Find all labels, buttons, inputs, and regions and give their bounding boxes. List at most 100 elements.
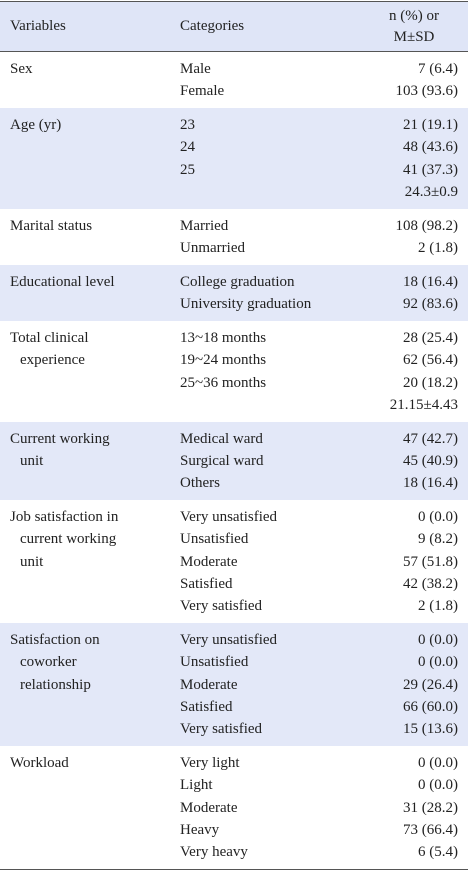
value-cell: 7 (6.4) 103 (93.6) [360,52,468,109]
variable-text: unit [20,553,44,570]
category-cell: Very unsatisfied Unsatisfied Moderate Satis… [170,623,360,747]
category-text: Very satisfied [180,598,263,615]
category-text: Very satisfied [180,721,263,738]
header-cell: n (%) or M±SD [360,1,468,52]
value-text: 31 (28.2) [403,799,458,816]
table-row: Total clinical experience 13~18 months 19~2… [0,321,468,422]
variable-text: unit [20,452,44,469]
category-text: Very unsatisfied [180,632,278,649]
variable-text: Job satisfaction in [10,509,119,526]
value-text: 15 (13.6) [403,721,458,738]
value-text: 0 (0.0) [418,632,458,649]
category-cell: Married Unmarried [170,209,360,265]
variable-cell: Job satisfaction in current working unit [0,500,170,623]
category-cell: Very unsatisfied Unsatisfied Moderate Satis… [170,500,360,623]
value-text: 6 (5.4) [418,844,458,861]
value-text: 103 (93.6) [395,83,459,100]
category-text: Moderate [180,799,238,816]
category-text: Satisfied [180,575,233,592]
category-text: Unsatisfied [180,531,249,548]
variable-text: Age (yr) [10,117,62,134]
value-text: 18 (16.4) [403,273,458,290]
category-text: Unsatisfied [180,654,249,671]
category-text: 13~18 months [180,329,267,346]
category-text: Male [180,61,211,77]
category-text: 19~24 months [180,352,267,369]
header-row: Variables Categories n (%) or M±SD [0,1,468,52]
variable-cell: Educational level [0,264,170,321]
category-text: Heavy [180,821,220,838]
variable-cell: Total clinical experience [0,321,170,422]
category-text: Unmarried [180,240,245,257]
variable-text: Educational level [10,273,115,290]
value-text: 21.15±4.43 [389,396,458,413]
category-text: Medical ward [180,430,263,447]
value-text: 48 (43.6) [403,139,458,156]
value-text: 0 (0.0) [418,509,458,526]
header-line: n (%) or [389,7,439,24]
value-text: 0 (0.0) [418,777,458,794]
value-cell: 0 (0.0) 9 (8.2) 57 (51.8) 42 (38.2) 2 (1.8) [360,500,468,623]
value-text: 47 (42.7) [403,430,458,447]
table-row: Satisfaction on coworker relationship Very … [0,623,468,747]
header-cell: Variables [0,1,170,52]
value-text: 20 (18.2) [403,374,458,391]
table-row: Workload Very light Light Moderate Heavy Very… [0,746,468,871]
header-line: M±SD [393,28,435,45]
table-row: Age (yr) 23 24 25 21 (19.1) 48 (43.6) 41 (37.3… [0,108,468,209]
value-cell: 0 (0.0) 0 (0.0) 31 (28.2) 73 (66.4) 6 (5.4) [360,746,468,871]
category-text: University graduation [180,296,312,313]
category-text: 23 [180,117,195,134]
category-text: Others [180,475,220,492]
variable-cell: Age (yr) [0,108,170,209]
value-text: 9 (8.2) [418,531,458,548]
table-row: Educational level College graduation Unive… [0,264,468,321]
variable-text: Marital status [10,217,93,234]
category-text: Very heavy [180,844,248,861]
category-text: Surgical ward [180,452,264,469]
value-text: 92 (83.6) [403,296,458,313]
value-text: 21 (19.1) [403,117,458,134]
category-cell: Male Female [170,52,360,109]
table-row: Job satisfaction in current working unit Ve… [0,500,468,623]
category-text: Very unsatisfied [180,509,278,526]
value-text: 2 (1.8) [418,598,458,615]
blank-line [180,394,350,416]
category-text: Light [180,777,213,794]
value-text: 24.3±0.9 [404,183,458,200]
variable-text: current working [20,531,117,548]
category-text: 25 [180,161,195,178]
variable-text: Current working [10,430,110,447]
blank-line [180,181,350,203]
category-cell: Medical ward Surgical ward Others [170,421,360,501]
value-text: 28 (25.4) [403,329,458,346]
category-text: 24 [180,139,195,156]
variable-text: relationship [20,676,91,693]
value-text: 45 (40.9) [403,452,458,469]
category-cell: 13~18 months 19~24 months 25~36 months [170,321,360,422]
variable-text: experience [20,352,85,369]
value-text: 62 (56.4) [403,352,458,369]
table-row: Sex Male Female 7 (6.4) 103 (93.6) [0,52,468,109]
value-cell: 18 (16.4) 92 (83.6) [360,264,468,321]
category-text: Married [180,217,229,234]
table-body: Sex Male Female 7 (6.4) 103 (93.6) Age (yr) 23… [0,52,468,871]
value-text: 7 (6.4) [418,61,458,77]
variable-cell: Sex [0,52,170,109]
category-text: Moderate [180,676,238,693]
value-text: 0 (0.0) [418,755,458,772]
category-text: 25~36 months [180,374,267,391]
variable-text: Sex [10,61,33,77]
value-text: 18 (16.4) [403,475,458,492]
value-cell: 108 (98.2) 2 (1.8) [360,209,468,265]
value-text: 0 (0.0) [418,654,458,671]
value-text: 108 (98.2) [395,217,459,234]
category-cell: 23 24 25 [170,108,360,209]
category-cell: Very light Light Moderate Heavy Very heavy [170,746,360,871]
category-cell: College graduation University graduation [170,264,360,321]
variable-cell: Workload [0,746,170,871]
variable-text: coworker [20,654,77,671]
value-cell: 28 (25.4) 62 (56.4) 20 (18.2) 21.15±4.43 [360,321,468,422]
